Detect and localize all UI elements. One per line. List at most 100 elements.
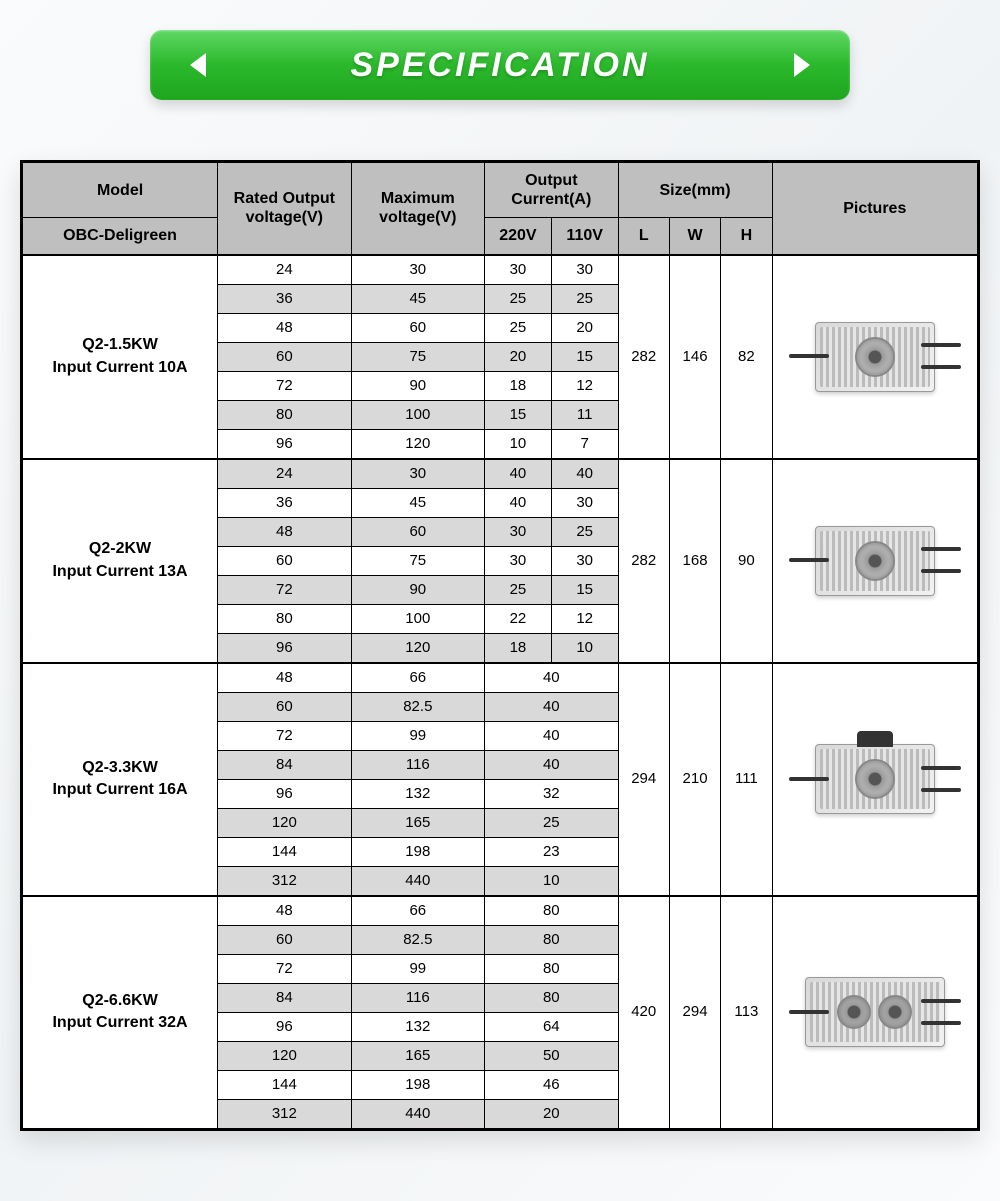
- cell-max-voltage: 116: [351, 750, 484, 779]
- cell-current-110v: 25: [551, 284, 618, 313]
- cell-current-110v: 40: [551, 459, 618, 489]
- cell-size-l: 420: [618, 896, 669, 1129]
- cell-max-voltage: 120: [351, 429, 484, 459]
- cell-rated-voltage: 80: [218, 604, 351, 633]
- cell-max-voltage: 165: [351, 808, 484, 837]
- cell-size-h: 90: [721, 459, 772, 663]
- cell-output-current: 25: [485, 808, 618, 837]
- cell-current-110v: 20: [551, 313, 618, 342]
- arrow-left-icon[interactable]: [190, 53, 206, 77]
- product-image: [795, 506, 955, 616]
- product-image: [795, 302, 955, 412]
- cell-output-current: 40: [485, 692, 618, 721]
- cell-output-current: 64: [485, 1012, 618, 1041]
- cell-rated-voltage: 60: [218, 925, 351, 954]
- cell-output-current: 50: [485, 1041, 618, 1070]
- cell-size-l: 282: [618, 255, 669, 459]
- cell-rated-voltage: 144: [218, 1070, 351, 1099]
- cell-max-voltage: 100: [351, 604, 484, 633]
- cell-current-220v: 22: [485, 604, 552, 633]
- model-name: Q2-2KW: [89, 540, 151, 557]
- cell-max-voltage: 90: [351, 371, 484, 400]
- cell-max-voltage: 440: [351, 1099, 484, 1128]
- cell-size-w: 146: [669, 255, 720, 459]
- model-cell: Q2-1.5KWInput Current 10A: [23, 255, 218, 459]
- model-cell: Q2-6.6KWInput Current 32A: [23, 896, 218, 1129]
- cell-current-220v: 30: [485, 255, 552, 285]
- cell-rated-voltage: 36: [218, 488, 351, 517]
- model-cell: Q2-3.3KWInput Current 16A: [23, 663, 218, 896]
- cell-current-220v: 18: [485, 633, 552, 663]
- cell-size-h: 111: [721, 663, 772, 896]
- cell-size-w: 168: [669, 459, 720, 663]
- cell-output-current: 40: [485, 750, 618, 779]
- cell-rated-voltage: 24: [218, 459, 351, 489]
- cell-picture: [772, 896, 977, 1129]
- cell-size-l: 294: [618, 663, 669, 896]
- cell-current-220v: 10: [485, 429, 552, 459]
- cell-max-voltage: 66: [351, 896, 484, 926]
- cell-rated-voltage: 72: [218, 371, 351, 400]
- cell-picture: [772, 663, 977, 896]
- spec-table: Model Rated Output voltage(V) Maximum vo…: [22, 162, 978, 1129]
- arrow-right-icon[interactable]: [794, 53, 810, 77]
- cell-output-current: 80: [485, 983, 618, 1012]
- cell-rated-voltage: 72: [218, 954, 351, 983]
- spec-banner: SPECIFICATION: [150, 30, 850, 100]
- model-input-current: Input Current 13A: [52, 563, 187, 580]
- cell-max-voltage: 132: [351, 1012, 484, 1041]
- th-size: Size(mm): [618, 163, 772, 218]
- cell-current-220v: 40: [485, 459, 552, 489]
- cell-current-220v: 25: [485, 284, 552, 313]
- cell-max-voltage: 45: [351, 488, 484, 517]
- cell-max-voltage: 45: [351, 284, 484, 313]
- cell-current-220v: 25: [485, 313, 552, 342]
- cell-max-voltage: 82.5: [351, 692, 484, 721]
- table-body: Q2-1.5KWInput Current 10A243030302821468…: [23, 255, 978, 1129]
- table-row: Q2-3.3KWInput Current 16A486640294210111: [23, 663, 978, 693]
- cell-current-110v: 11: [551, 400, 618, 429]
- cell-max-voltage: 60: [351, 517, 484, 546]
- cell-max-voltage: 30: [351, 459, 484, 489]
- cell-rated-voltage: 96: [218, 429, 351, 459]
- cell-current-220v: 30: [485, 546, 552, 575]
- th-220: 220V: [485, 218, 552, 255]
- cell-current-110v: 15: [551, 575, 618, 604]
- cell-rated-voltage: 72: [218, 575, 351, 604]
- th-model: Model: [23, 163, 218, 218]
- cell-output-current: 80: [485, 925, 618, 954]
- cell-rated-voltage: 96: [218, 633, 351, 663]
- banner-title: SPECIFICATION: [350, 46, 649, 85]
- product-image: [795, 957, 955, 1067]
- cell-max-voltage: 75: [351, 546, 484, 575]
- cell-max-voltage: 116: [351, 983, 484, 1012]
- cell-size-w: 294: [669, 896, 720, 1129]
- table-row: Q2-6.6KWInput Current 32A486680420294113: [23, 896, 978, 926]
- cell-current-220v: 40: [485, 488, 552, 517]
- th-h: H: [721, 218, 772, 255]
- cell-current-110v: 30: [551, 488, 618, 517]
- cell-rated-voltage: 72: [218, 721, 351, 750]
- cell-rated-voltage: 84: [218, 750, 351, 779]
- th-oc: Output Current(A): [485, 163, 618, 218]
- th-subtitle: OBC-Deligreen: [23, 218, 218, 255]
- cell-current-110v: 15: [551, 342, 618, 371]
- table-row: Q2-1.5KWInput Current 10A243030302821468…: [23, 255, 978, 285]
- cell-max-voltage: 100: [351, 400, 484, 429]
- cell-rated-voltage: 144: [218, 837, 351, 866]
- cell-current-220v: 30: [485, 517, 552, 546]
- th-mv: Maximum voltage(V): [351, 163, 484, 255]
- cell-max-voltage: 90: [351, 575, 484, 604]
- table-header: Model Rated Output voltage(V) Maximum vo…: [23, 163, 978, 255]
- cell-picture: [772, 255, 977, 459]
- cell-current-110v: 30: [551, 546, 618, 575]
- table-row: Q2-2KWInput Current 13A2430404028216890: [23, 459, 978, 489]
- cell-rated-voltage: 96: [218, 1012, 351, 1041]
- model-input-current: Input Current 16A: [52, 781, 187, 798]
- cell-size-h: 82: [721, 255, 772, 459]
- model-cell: Q2-2KW Input Current 13A: [23, 459, 218, 663]
- cell-rated-voltage: 60: [218, 342, 351, 371]
- cell-max-voltage: 198: [351, 837, 484, 866]
- model-input-current: Input Current 32A: [52, 1014, 187, 1031]
- cell-picture: [772, 459, 977, 663]
